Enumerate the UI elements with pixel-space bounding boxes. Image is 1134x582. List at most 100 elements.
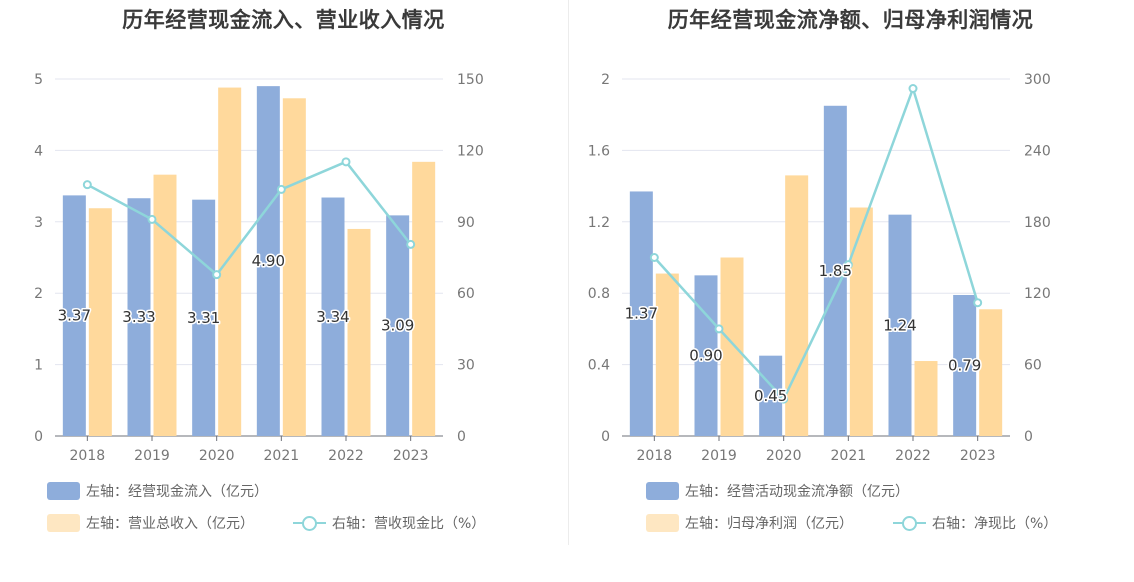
- legend-item-bar2[interactable]: 左轴：营业总收入（亿元）: [47, 513, 254, 533]
- bar-value-label: 3.37: [58, 307, 91, 325]
- y-right-tick-label: 90: [457, 215, 475, 231]
- y-left-tick-label: 1: [34, 358, 43, 374]
- y-right-tick-label: 0: [457, 429, 466, 445]
- bar-value-label: 4.90: [252, 252, 285, 270]
- legend-item-line[interactable]: 右轴：净现比（%）: [893, 513, 1057, 533]
- bar-value-label: 3.34: [316, 308, 349, 326]
- ratio-point: [973, 298, 983, 308]
- bar-secondary: [785, 175, 809, 436]
- x-tick-label: 2020: [199, 448, 235, 464]
- ratio-point: [714, 324, 724, 334]
- legend-swatch: [646, 514, 679, 532]
- ratio-point: [908, 84, 918, 94]
- legend-label: 右轴：净现比（%）: [932, 516, 1058, 532]
- ratio-line: [653, 84, 979, 402]
- x-tick-label: 2020: [766, 448, 802, 464]
- y-right-tick-label: 240: [1024, 143, 1051, 159]
- y-right-tick-label: 0: [1024, 429, 1033, 445]
- legend-label: 左轴：经营现金流入（亿元）: [86, 484, 268, 500]
- y-left-tick-label: 0.8: [588, 286, 610, 302]
- y-right-tick-label: 60: [1024, 358, 1042, 374]
- y-left-tick-label: 1.2: [588, 215, 610, 231]
- bar-primary: [888, 214, 912, 436]
- bar-primary: [694, 275, 718, 436]
- ratio-point: [779, 394, 789, 404]
- legend-item-bar2[interactable]: 左轴：归母净利润（亿元）: [646, 513, 853, 533]
- y-left-tick-label: 2: [34, 286, 43, 302]
- bar-secondary: [914, 361, 938, 436]
- bar-secondary: [720, 257, 744, 436]
- bar-secondary: [979, 309, 1003, 436]
- ratio-point: [82, 180, 92, 190]
- y-left-tick-label: 0: [601, 429, 610, 445]
- bar-value-label: 3.09: [381, 317, 414, 335]
- bar-secondary: [153, 174, 177, 436]
- ratio-point: [212, 270, 222, 280]
- bar-primary: [256, 86, 280, 436]
- chart-title: 历年经营现金流入、营业收入情况: [122, 8, 445, 32]
- y-right-tick-label: 120: [457, 143, 484, 159]
- y-right-tick-label: 30: [457, 358, 475, 374]
- bar-primary: [127, 198, 151, 436]
- y-right-tick-label: 300: [1024, 72, 1051, 88]
- y-left-tick-label: 4: [34, 143, 43, 159]
- chart-panel-left: 历年经营现金流入、营业收入情况 0 1 2 3 4 5 0 30 60 90 120 150 2018 2…: [34, 8, 485, 533]
- x-tick-label: 2023: [960, 448, 996, 464]
- chart-panel-right: 历年经营现金流净额、归母净利润情况 0 0.4 0.8 1.2 1.6 2 0 60 120 18…: [567, 0, 1134, 582]
- bar-primary: [386, 215, 410, 436]
- bar-secondary: [849, 207, 873, 436]
- bar-primary: [759, 355, 783, 436]
- panel-divider: [568, 0, 569, 545]
- bar-value-label: 3.33: [122, 308, 155, 326]
- legend-swatch: [47, 482, 80, 500]
- legend-line-swatch: [893, 514, 926, 532]
- legend-label: 左轴：营业总收入（亿元）: [86, 516, 254, 532]
- bar-secondary: [412, 161, 436, 436]
- bar-value-label: 3.31: [187, 309, 220, 327]
- bar-value-label: 0.90: [689, 347, 722, 365]
- x-tick-label: 2019: [701, 448, 737, 464]
- bar-primary: [62, 195, 86, 436]
- ratio-point: [147, 214, 157, 224]
- x-tick-label: 2019: [134, 448, 170, 464]
- plot-area: 0 1 2 3 4 5 0 30 60 90 120 150 2018 2019 2020 2021 2022 2…: [34, 72, 484, 464]
- ratio-line: [86, 160, 412, 277]
- ratio-point: [843, 260, 853, 270]
- x-tick-label: 2021: [264, 448, 300, 464]
- ratio-point: [341, 157, 351, 167]
- x-tick-label: 2023: [393, 448, 429, 464]
- legend-item-line[interactable]: 右轴：营收现金比（%）: [293, 513, 485, 533]
- bar-value-label: 1.85: [819, 262, 852, 280]
- bar-primary: [321, 197, 345, 436]
- bar-secondary: [218, 87, 242, 437]
- y-right-tick-label: 150: [457, 72, 484, 88]
- y-left-tick-label: 5: [34, 72, 43, 88]
- ratio-point: [406, 239, 416, 249]
- bar-primary: [823, 105, 847, 437]
- x-tick-label: 2022: [328, 448, 364, 464]
- chart-title: 历年经营现金流净额、归母净利润情况: [667, 8, 1034, 32]
- legend-line-swatch: [293, 514, 326, 532]
- y-left-tick-label: 0: [34, 429, 43, 445]
- bar-secondary: [282, 98, 306, 436]
- y-left-tick-label: 1.6: [588, 143, 610, 159]
- legend-swatch: [47, 514, 80, 532]
- x-tick-label: 2018: [637, 448, 673, 464]
- plot-area: 0 0.4 0.8 1.2 1.6 2 0 60 120 180 240 300 2018 2019 202…: [588, 72, 1051, 464]
- x-tick-label: 2021: [831, 448, 867, 464]
- bar-value-label: 1.24: [883, 316, 916, 334]
- legend-item-bar1[interactable]: 左轴：经营活动现金流净额（亿元）: [646, 481, 909, 501]
- bar-primary: [629, 191, 653, 436]
- y-right-tick-label: 180: [1024, 215, 1051, 231]
- bar-primary: [953, 294, 977, 436]
- legend-item-bar1[interactable]: 左轴：经营现金流入（亿元）: [47, 481, 268, 501]
- bar-value-label: 0.79: [948, 356, 981, 374]
- bar-secondary: [347, 228, 371, 436]
- x-tick-label: 2018: [70, 448, 106, 464]
- bar-secondary: [655, 273, 679, 436]
- ratio-point: [649, 253, 659, 262]
- y-left-tick-label: 3: [34, 215, 43, 231]
- bar-value-label: 1.37: [625, 305, 658, 323]
- legend-label: 右轴：营收现金比（%）: [332, 516, 486, 532]
- bar-secondary: [88, 208, 112, 436]
